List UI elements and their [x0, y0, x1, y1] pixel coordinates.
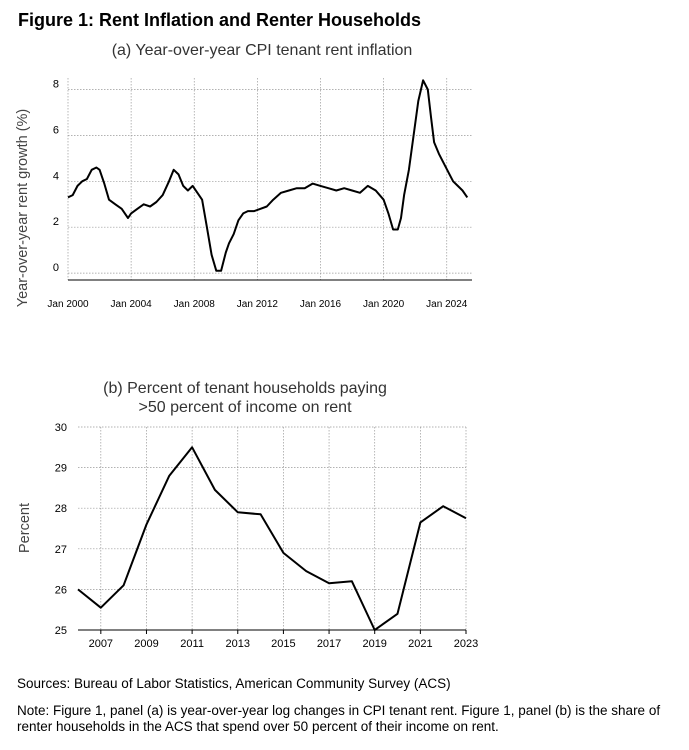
panel-b-ytick-label: 26	[55, 584, 67, 596]
panel-a-ylabel: Year-over-year rent growth (%)	[15, 109, 31, 308]
panel-a-series-line	[67, 79, 469, 272]
chart-panel-b: (b) Percent of tenant households paying …	[17, 380, 478, 650]
panel-a-xtick-label: Jan 2008	[174, 299, 216, 310]
panel-a-title: (a) Year-over-year CPI tenant rent infla…	[112, 42, 413, 59]
note-text: Note: Figure 1, panel (a) is year-over-y…	[17, 703, 661, 734]
figure-title: Figure 1: Rent Inflation and Renter Hous…	[18, 10, 422, 30]
panel-a-xtick-label: Jan 2000	[47, 299, 89, 310]
panel-b-xtick-label: 2011	[180, 638, 204, 650]
panel-a-ytick-label: 4	[53, 170, 59, 182]
panel-a-xtick-label: Jan 2016	[300, 299, 342, 310]
panel-a-ytick-label: 2	[53, 216, 59, 228]
panel-b-xtick-label: 2009	[134, 638, 158, 650]
panel-a-xtick-label: Jan 2012	[237, 299, 279, 310]
panel-b-ytick-label: 27	[55, 544, 67, 556]
panel-a-xtick-label: Jan 2020	[363, 299, 405, 310]
panel-b-ytick-label: 29	[55, 463, 67, 475]
panel-b-ytick-label: 30	[55, 422, 67, 434]
sources-text: Sources: Bureau of Labor Statistics, Ame…	[17, 676, 451, 691]
panel-a-ytick-label: 6	[53, 124, 59, 136]
panel-b-ytick-label: 25	[55, 625, 67, 637]
panel-b-xtick-label: 2007	[89, 638, 113, 650]
panel-b-xtick-label: 2023	[454, 638, 478, 650]
panel-a-ytick-label: 0	[53, 262, 59, 274]
panel-a-ytick-label: 8	[53, 78, 59, 90]
panel-b-ylabel: Percent	[17, 503, 33, 553]
panel-a-xtick-label: Jan 2004	[111, 299, 153, 310]
panel-b-xtick-label: 2021	[408, 638, 432, 650]
panel-b-xtick-label: 2013	[226, 638, 250, 650]
panel-b-xtick-label: 2017	[317, 638, 341, 650]
panel-b-title-line2: >50 percent of income on rent	[138, 399, 352, 416]
panel-b-series-line	[77, 446, 467, 631]
panel-b-xtick-label: 2019	[362, 638, 386, 650]
chart-panel-a: (a) Year-over-year CPI tenant rent infla…	[15, 42, 472, 310]
panel-b-ytick-label: 28	[55, 503, 67, 515]
panel-b-xtick-label: 2015	[271, 638, 295, 650]
panel-b-title-line1: (b) Percent of tenant households paying	[103, 380, 387, 397]
panel-a-xtick-label: Jan 2024	[426, 299, 468, 310]
